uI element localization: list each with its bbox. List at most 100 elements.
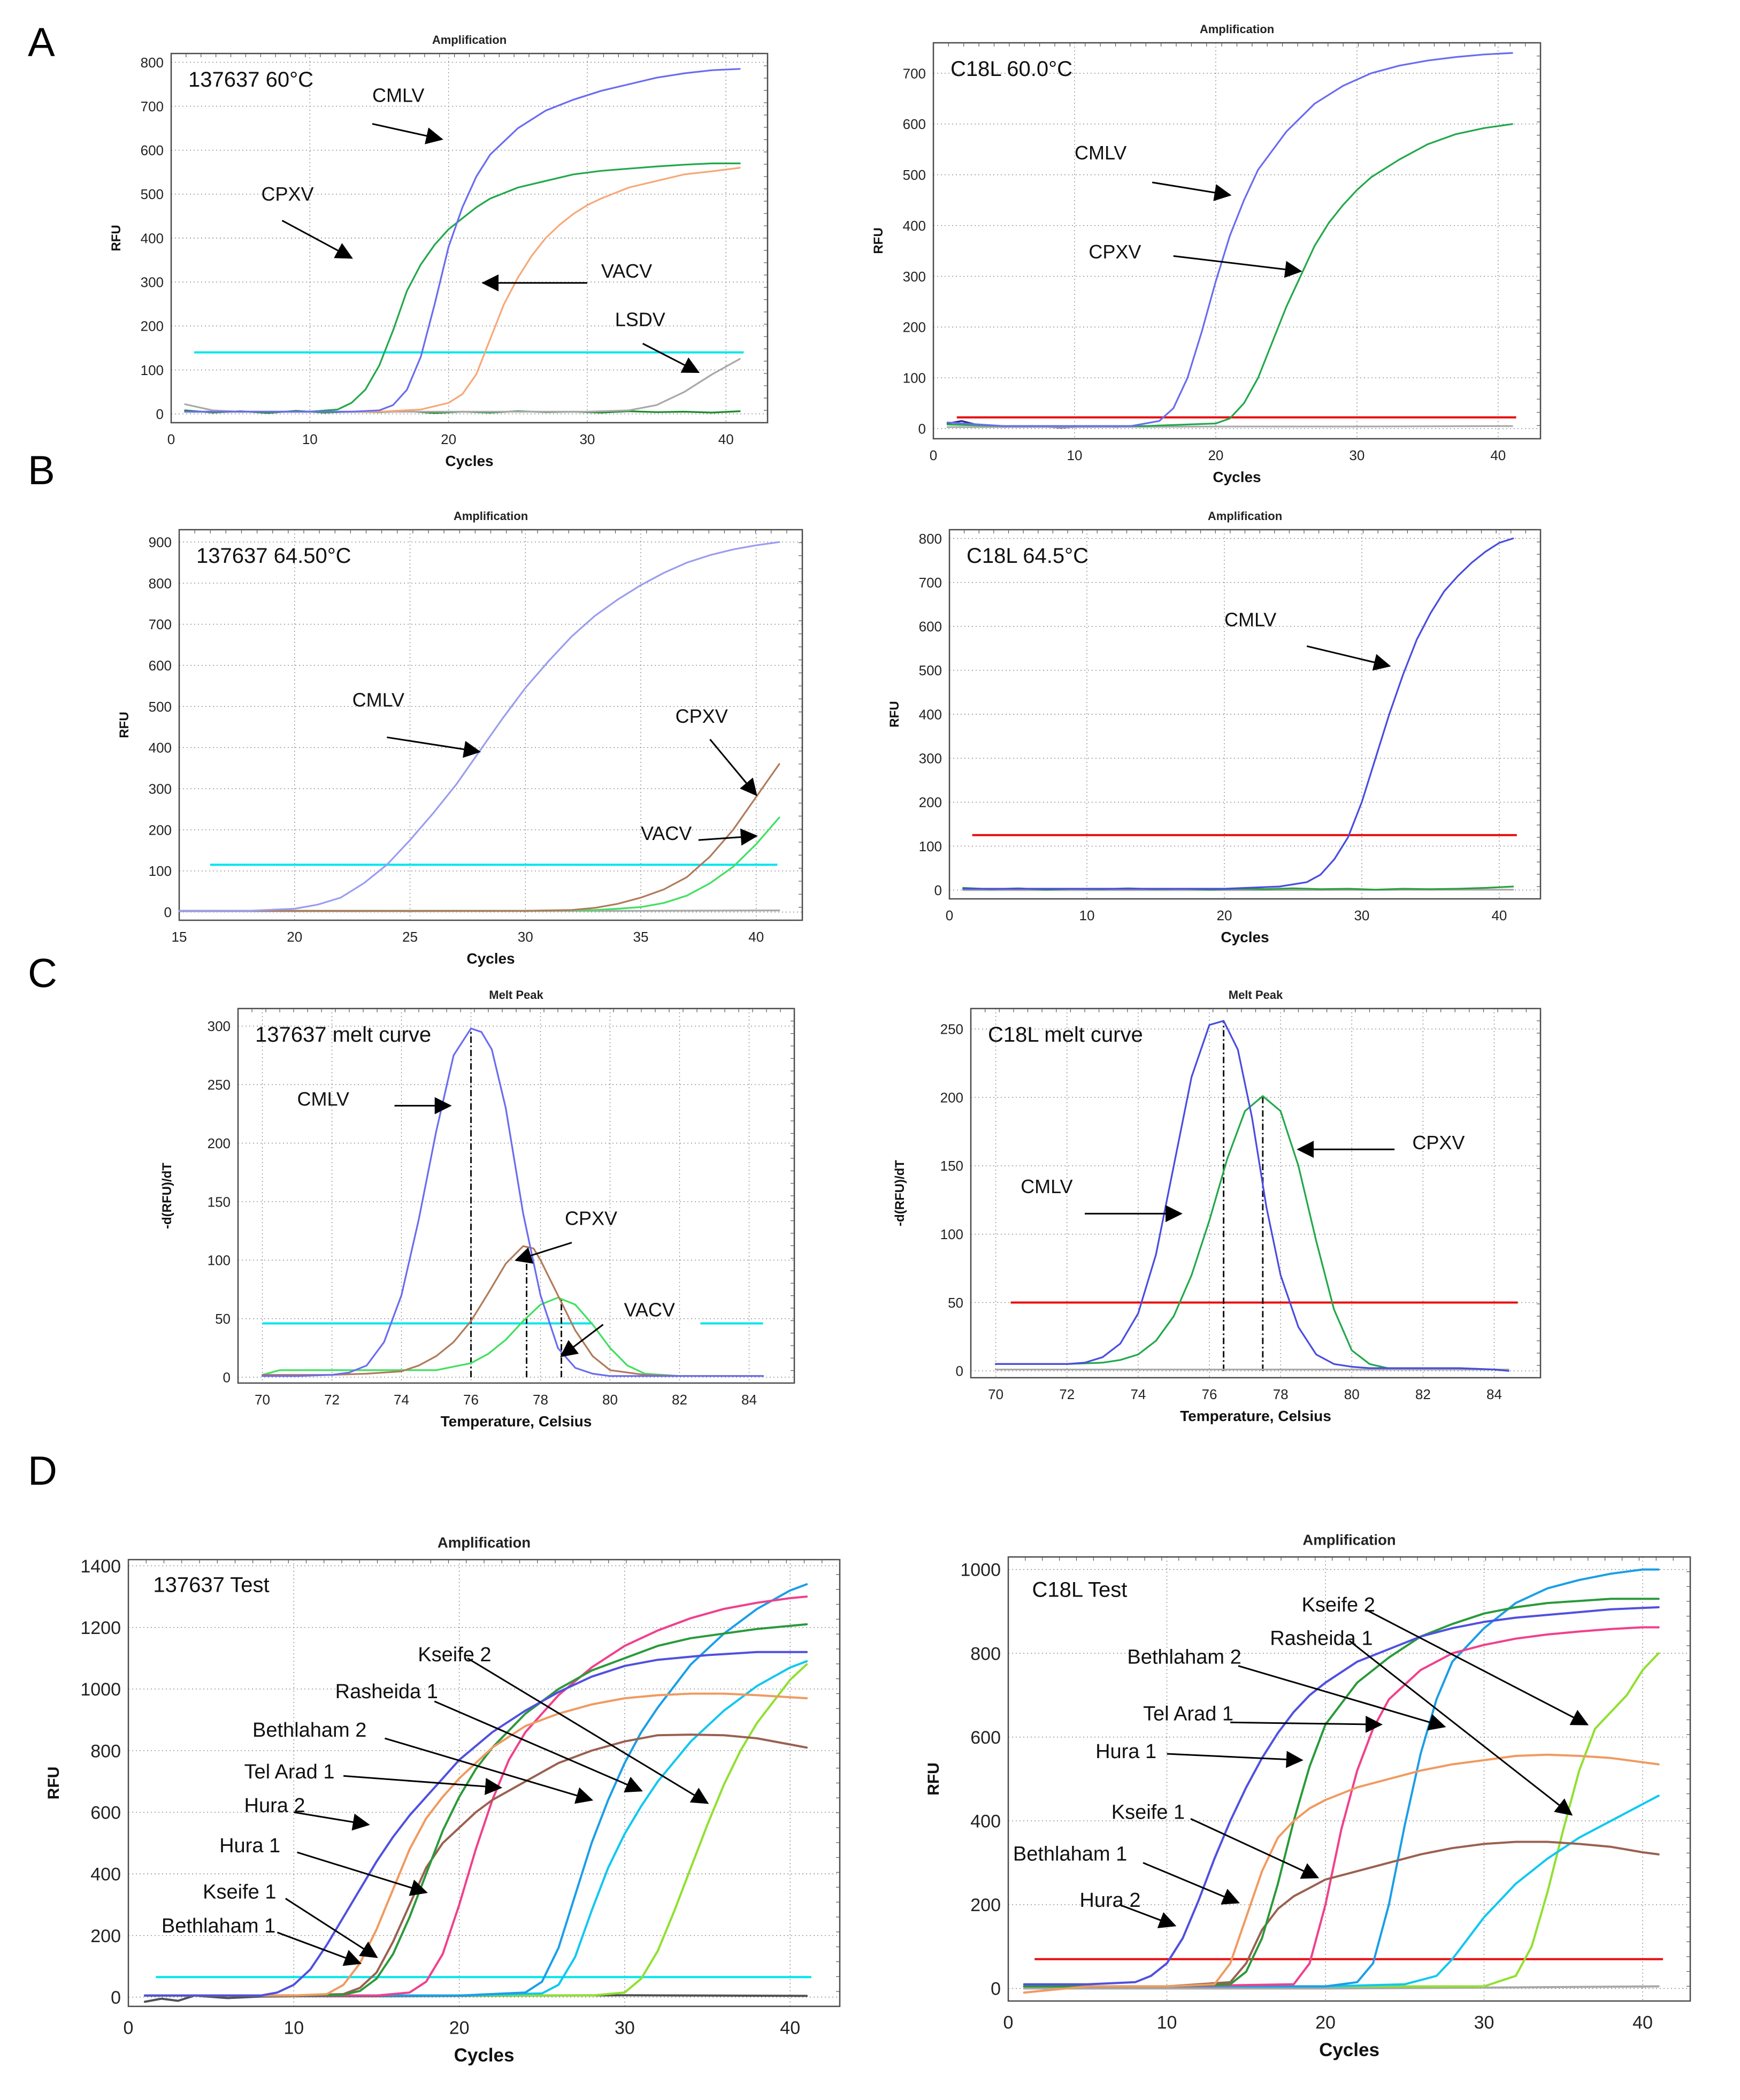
series-annotation-label: 137637 Test <box>153 1573 269 1597</box>
chart-d-right: 0 10 20 30 4002004006008001000AmplificationC… <box>925 1532 1691 2060</box>
series-line-negative <box>1023 1985 1660 1990</box>
chart-title: Amplification <box>432 33 507 47</box>
x-axis-label: Cycles <box>454 2045 515 2066</box>
annotation-arrow <box>1365 1608 1589 1725</box>
x-axis-label: Temperature, Celsius <box>441 1413 592 1430</box>
panel-letter-c: C <box>28 951 57 996</box>
y-axis-label: RFU <box>45 1767 63 1800</box>
series-line-tel-arad-1 <box>1023 1598 1660 1988</box>
y-tick-label: 600 <box>903 116 926 132</box>
series-annotation-label: Kseife 1 <box>1112 1801 1185 1823</box>
series-annotation-label: CPXV <box>1412 1132 1465 1154</box>
y-tick-label: 200 <box>940 1089 963 1105</box>
y-axis-label: RFU <box>109 225 124 251</box>
x-tick-label: 70 <box>255 1392 270 1408</box>
series-annotation-label: C18L Test <box>1032 1578 1127 1601</box>
y-tick-label: 300 <box>919 751 942 767</box>
y-tick-label: 600 <box>919 618 942 635</box>
series-annotation-label: Hura 2 <box>1079 1889 1140 1912</box>
x-axis-label: Temperature, Celsius <box>1180 1408 1331 1424</box>
x-tick-label: 84 <box>741 1392 757 1408</box>
chart-title: Amplification <box>1208 509 1282 523</box>
x-tick-label: 72 <box>1059 1386 1075 1402</box>
series-line-vacv <box>184 167 741 413</box>
y-tick-label: 200 <box>208 1135 231 1151</box>
series-line-cpxv <box>178 763 780 912</box>
y-tick-label: 0 <box>111 1988 121 2008</box>
annotation-arrow <box>1167 1751 1304 1768</box>
y-tick-label: 300 <box>141 274 164 291</box>
chart-title: Amplification <box>438 1534 531 1551</box>
y-tick-label: 400 <box>970 1812 1001 1832</box>
y-tick-label: 0 <box>918 421 926 437</box>
annotation-arrow <box>1152 181 1232 201</box>
x-tick-label: 20 <box>1208 447 1223 463</box>
chart-title: Amplification <box>454 509 528 523</box>
series-annotation-label: Kseife 2 <box>1302 1594 1375 1616</box>
y-tick-label: 200 <box>90 1926 121 1946</box>
y-tick-label: 0 <box>223 1369 231 1385</box>
series-line-vacv <box>261 1296 764 1377</box>
annotation-arrow <box>1190 1818 1320 1879</box>
series-line-cmlv <box>178 541 780 912</box>
plot-frame <box>1007 1556 1691 2002</box>
y-tick-label: 1000 <box>80 1679 121 1700</box>
annotation-title: C18L 64.5°C <box>967 544 1089 568</box>
y-tick-label: 400 <box>903 218 926 234</box>
annotation-title: 137637 melt curve <box>255 1023 431 1047</box>
x-tick-label: 30 <box>1354 907 1369 923</box>
series-annotation-label: CPXV <box>676 705 728 727</box>
x-tick-label: 20 <box>287 929 302 945</box>
y-tick-label: 0 <box>991 1979 1001 1999</box>
annotation-arrow <box>559 1324 604 1357</box>
annotation-title: C18L melt curve <box>988 1023 1143 1047</box>
chart-title: Melt Peak <box>1229 988 1283 1002</box>
x-tick-label: 20 <box>1216 907 1232 923</box>
x-tick-label: 10 <box>283 2018 304 2038</box>
y-tick-label: 900 <box>149 534 172 550</box>
y-tick-label: 500 <box>919 662 942 678</box>
series-annotation-label: Bethlaham 2 <box>252 1719 366 1742</box>
x-tick-label: 82 <box>1415 1386 1431 1402</box>
y-tick-label: 600 <box>970 1728 1001 1748</box>
series-annotation-label: CMLV <box>1021 1175 1072 1197</box>
annotation-arrow <box>297 1851 428 1896</box>
x-tick-label: 78 <box>533 1392 548 1408</box>
series-annotation-label: CMLV <box>1224 609 1276 631</box>
annotation-arrow <box>1238 1665 1446 1731</box>
annotation-arrow <box>1173 255 1302 278</box>
series-line-hura-2 <box>1023 1606 1660 1986</box>
chart-a-left: 0 10 20 30 400100200300400500600700800Amplif… <box>109 33 769 469</box>
series-annotation-label: CMLV <box>352 689 404 711</box>
y-tick-label: 800 <box>141 55 164 71</box>
y-tick-label: 600 <box>90 1803 121 1823</box>
series-line-bethlaham-1 <box>1023 1753 1660 1994</box>
y-tick-label: 0 <box>956 1363 963 1379</box>
annotation-arrow <box>384 1737 594 1804</box>
chart-b-left: 15 20 25 30 35 400100200300400500600700800900… <box>117 509 803 967</box>
x-tick-label: 35 <box>633 929 649 945</box>
annotation-arrow <box>709 738 757 797</box>
series-line-cmlv <box>946 52 1513 427</box>
series-annotation-label: CMLV <box>297 1088 349 1110</box>
y-axis-label: -d(RFU)/dT <box>893 1160 907 1226</box>
series-annotation-label: Rasheida 1 <box>1270 1627 1373 1650</box>
panel-letter-b: B <box>28 448 55 493</box>
x-tick-label: 40 <box>718 431 734 447</box>
series-annotation-label: Bethlaham 2 <box>1127 1646 1241 1669</box>
x-tick-label: 10 <box>1067 447 1082 463</box>
x-tick-label: 40 <box>1632 2013 1653 2033</box>
series-annotation-label: Hura 2 <box>244 1794 305 1817</box>
x-axis-label: Cycles <box>466 950 515 967</box>
annotation-arrow <box>642 342 700 373</box>
annotation-arrow <box>1143 1862 1240 1905</box>
x-tick-label: 84 <box>1486 1386 1502 1402</box>
x-tick-label: 0 <box>124 2018 134 2038</box>
annotation-arrow <box>1119 1904 1177 1928</box>
series-line-lsdv <box>184 358 741 413</box>
plot-frame <box>237 1007 795 1384</box>
x-tick-label: 40 <box>1490 447 1506 463</box>
series-line-cpxv <box>184 162 741 413</box>
series-line-bethlaham-1 <box>143 1663 808 1997</box>
